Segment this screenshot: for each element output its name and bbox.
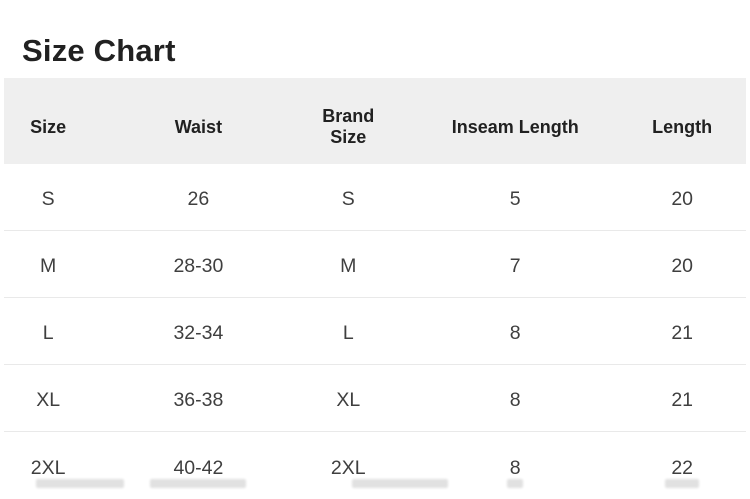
cell-waist: 40-42 [173, 456, 224, 479]
table-row: S 26 S 5 20 [4, 164, 746, 231]
cell-brand-size: XL [336, 389, 361, 411]
page-title: Size Chart [22, 32, 176, 68]
cell-inseam-length: 8 [509, 322, 521, 344]
cell-inseam-length: 5 [509, 188, 521, 210]
table-row: XL 36-38 XL 8 21 [4, 365, 746, 432]
cell-inseam-length: 7 [509, 255, 521, 277]
clipped-next-row-hint [36, 479, 124, 488]
clipped-next-row-hint [507, 479, 523, 488]
cell-waist: 36-38 [173, 389, 224, 411]
cell-inseam-length: 8 [509, 456, 521, 479]
table-header-row: Size Waist Brand Size Inseam Length Leng… [4, 78, 746, 164]
cell-waist: 26 [187, 188, 210, 210]
clipped-next-row-hint [352, 479, 448, 488]
cell-size: M [40, 255, 57, 277]
cell-length: 20 [671, 255, 694, 277]
cell-waist: 28-30 [173, 255, 224, 277]
clipped-next-row-hint [665, 479, 699, 488]
size-chart-table: Size Waist Brand Size Inseam Length Leng… [4, 78, 746, 499]
clipped-next-row-hint [150, 479, 246, 488]
cell-brand-size: L [342, 322, 354, 344]
cell-size: S [41, 188, 55, 210]
column-header-size: Size [30, 116, 67, 137]
table-row: L 32-34 L 8 21 [4, 298, 746, 365]
cell-size: XL [36, 389, 61, 411]
cell-brand-size: S [341, 188, 355, 210]
cell-brand-size: 2XL [330, 456, 366, 479]
cell-length: 22 [671, 456, 694, 479]
cell-inseam-length: 8 [509, 389, 521, 411]
column-header-length: Length [652, 116, 713, 137]
cell-waist: 32-34 [173, 322, 224, 344]
table-row: M 28-30 M 7 20 [4, 231, 746, 298]
cell-size: 2XL [30, 456, 66, 479]
column-header-brand-size: Brand Size [322, 106, 375, 147]
table-row: 2XL 40-42 2XL 8 22 [4, 432, 746, 499]
cell-length: 21 [671, 389, 694, 411]
column-header-inseam-length: Inseam Length [451, 116, 579, 137]
cell-size: L [42, 322, 54, 344]
cell-brand-size: M [340, 255, 357, 277]
column-header-waist: Waist [174, 116, 223, 137]
cell-length: 20 [671, 188, 694, 210]
cell-length: 21 [671, 322, 694, 344]
